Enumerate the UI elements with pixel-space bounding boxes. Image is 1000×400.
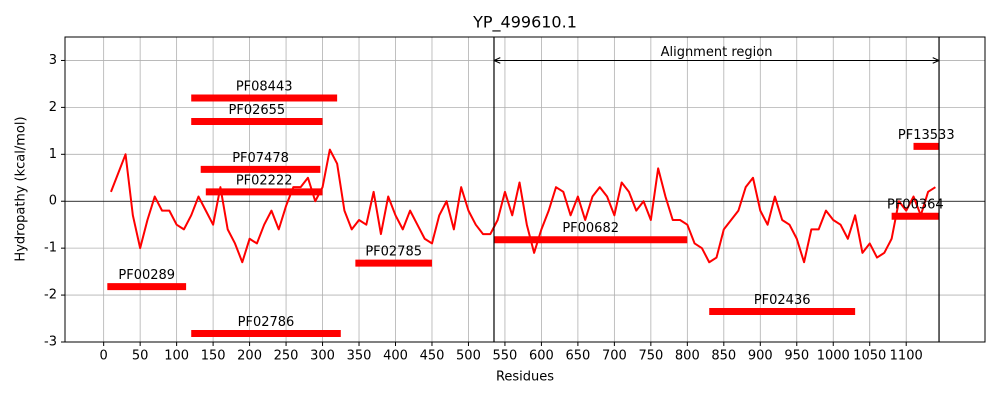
domain-label: PF08443 — [236, 80, 293, 95]
y-axis-label: Hydropathy (kcal/mol) — [14, 116, 29, 261]
hydropathy-line — [110, 148, 936, 264]
x-tick-label: 950 — [784, 349, 809, 364]
domain-label: PF02655 — [229, 103, 286, 118]
domain-label: PF00682 — [562, 221, 619, 236]
x-tick-label: 550 — [493, 349, 518, 364]
domain-label: PF02785 — [365, 245, 422, 260]
x-tick-label: 300 — [310, 349, 335, 364]
x-tick-label: 100 — [164, 349, 189, 364]
x-tick-label: 400 — [383, 349, 408, 364]
x-tick-label: 750 — [638, 349, 663, 364]
x-tick-label: 0 — [100, 349, 108, 364]
y-tick-label: 0 — [49, 194, 57, 209]
x-tick-label: 350 — [347, 349, 372, 364]
domain-label: PF00289 — [118, 268, 175, 283]
domain-label: PF13533 — [898, 128, 955, 143]
x-tick-label: 50 — [132, 349, 149, 364]
x-tick-label: 450 — [420, 349, 445, 364]
x-tick-label: 500 — [456, 349, 481, 364]
x-tick-label: 150 — [201, 349, 226, 364]
domain-label: PF02786 — [238, 315, 295, 330]
region-label: Alignment region — [661, 45, 773, 60]
x-tick-label: 650 — [565, 349, 590, 364]
domain-label: PF00364 — [887, 198, 944, 213]
x-tick-label: 600 — [529, 349, 554, 364]
x-tick-label: 250 — [274, 349, 299, 364]
y-tick-label: 3 — [49, 53, 57, 68]
chart-title: YP_499610.1 — [472, 13, 577, 33]
x-tick-label: 700 — [602, 349, 627, 364]
y-tick-label: 1 — [49, 147, 57, 162]
x-tick-label: 1050 — [853, 349, 886, 364]
y-tick-label: -2 — [44, 288, 57, 303]
y-tick-label: -1 — [44, 241, 57, 256]
x-tick-label: 1100 — [890, 349, 923, 364]
x-axis-label: Residues — [496, 370, 554, 385]
plot-frame — [64, 36, 986, 343]
x-tick-label: 200 — [237, 349, 262, 364]
x-tick-label: 1000 — [817, 349, 850, 364]
x-tick-label: 850 — [711, 349, 736, 364]
domain-label: PF07478 — [232, 151, 289, 166]
y-tick-label: 2 — [49, 100, 57, 115]
y-tick-label: -3 — [44, 335, 57, 350]
domain-label: PF02222 — [236, 173, 293, 188]
x-tick-label: 900 — [748, 349, 773, 364]
x-tick-label: 800 — [675, 349, 700, 364]
domain-label: PF02436 — [754, 293, 811, 308]
